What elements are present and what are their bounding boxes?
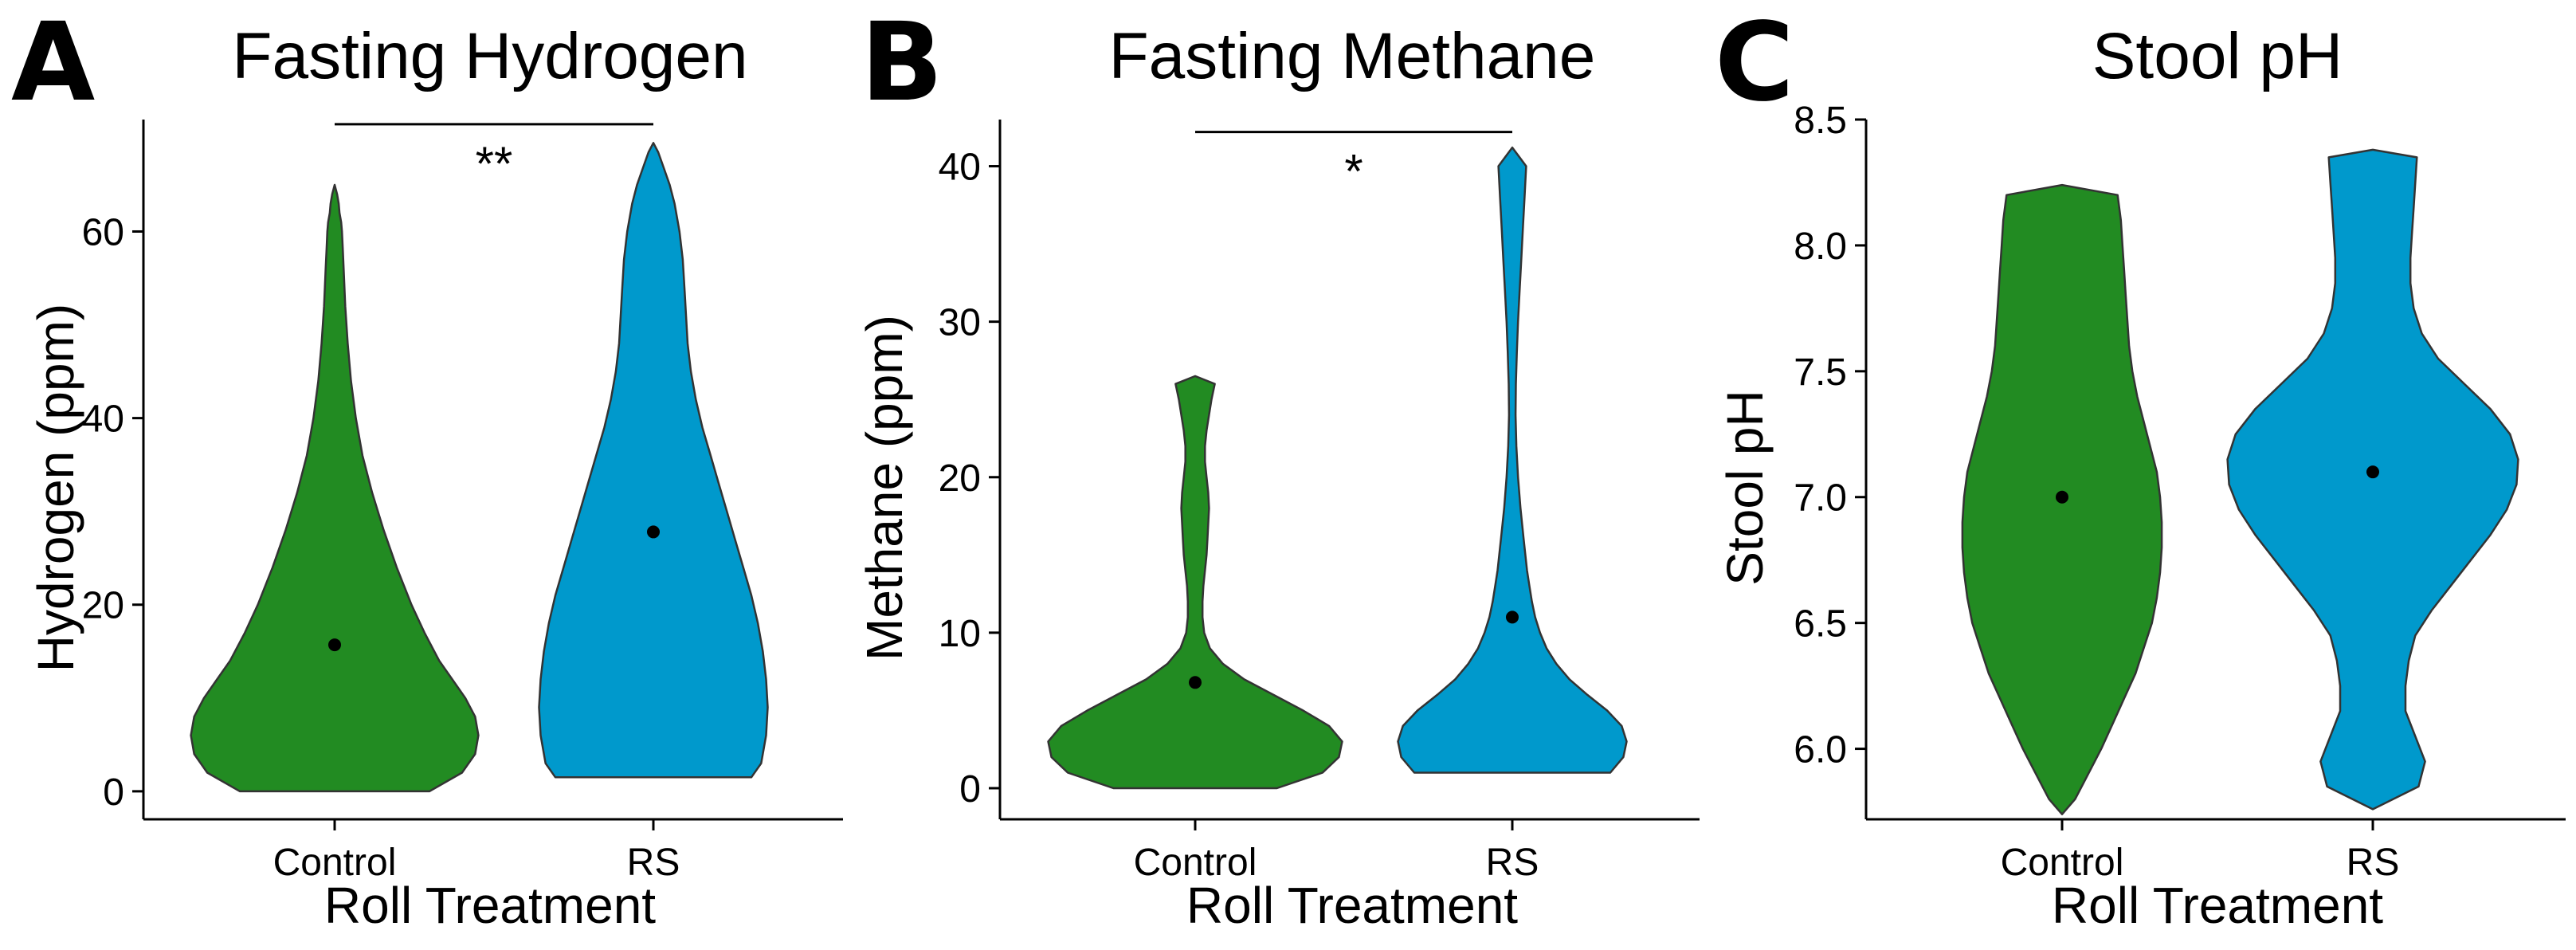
y-axis-label: Hydrogen (ppm) [27, 304, 84, 672]
y-tick-label: 8.0 [1794, 226, 1847, 268]
violin-rs [1397, 146, 1628, 774]
y-tick-label: 10 [939, 613, 981, 655]
y-tick-label: 6.0 [1794, 729, 1847, 771]
panel-fasting-methane: B Fasting Methane Methane (ppm) Roll Tre… [856, 0, 1700, 934]
x-tick-label: Control [1134, 842, 1257, 884]
mean-point-control [328, 638, 341, 652]
panel-stool-ph: C Stool pH Stool pH Roll Treatment 6.06.… [1715, 0, 2566, 934]
violin-rs [538, 142, 769, 779]
x-tick-label: Control [2001, 842, 2124, 884]
y-axis-label: Stool pH [1716, 390, 1774, 585]
violins [190, 142, 769, 793]
violins [1961, 148, 2519, 815]
mean-point-rs [1506, 610, 1519, 624]
panel-fasting-hydrogen: A Fasting Hydrogen Hydrogen (ppm) Roll T… [11, 0, 843, 934]
x-axis-label: Roll Treatment [324, 877, 656, 934]
mean-point-rs [2366, 465, 2379, 479]
chart-title: Fasting Methane [1109, 20, 1596, 92]
y-tick-label: 60 [82, 211, 124, 253]
violin-control [190, 183, 480, 793]
x-tick-label: Control [273, 842, 397, 884]
significance-stars: * [1344, 145, 1362, 198]
chart-title: Fasting Hydrogen [232, 20, 747, 92]
y-tick-label: 0 [103, 771, 124, 814]
x-axis-label: Roll Treatment [2052, 877, 2383, 934]
y-tick-label: 7.5 [1794, 351, 1847, 394]
x-tick-label: RS [1486, 842, 1539, 884]
x-ticks: Control RS [273, 819, 680, 884]
x-tick-label: RS [627, 842, 680, 884]
mean-point-rs [647, 525, 660, 539]
y-tick-label: 0 [959, 768, 981, 811]
mean-point-control [1189, 676, 1202, 689]
x-tick-label: RS [2347, 842, 2400, 884]
y-tick-label: 40 [939, 147, 981, 189]
significance-stars: ** [476, 137, 513, 190]
y-tick-label: 6.5 [1794, 603, 1847, 646]
significance-annotation: * [1195, 131, 1512, 198]
y-tick-label: 40 [82, 398, 124, 441]
y-ticks: 0 10 20 30 40 [939, 147, 1000, 811]
y-ticks: 0 20 40 60 [82, 211, 143, 814]
y-tick-label: 7.0 [1794, 477, 1847, 520]
y-tick-label: 20 [939, 457, 981, 500]
panel-label-a: A [11, 0, 95, 126]
x-ticks: Control RS [2001, 819, 2400, 884]
panel-label-c: C [1715, 0, 1794, 126]
violin-rs [2226, 148, 2519, 811]
mean-point-control [2056, 490, 2068, 504]
violin-control [1047, 375, 1343, 790]
chart-title: Stool pH [2092, 20, 2343, 92]
y-tick-label: 20 [82, 585, 124, 627]
y-tick-label: 8.5 [1794, 100, 1847, 142]
y-tick-label: 30 [939, 302, 981, 344]
x-axis-label: Roll Treatment [1186, 877, 1518, 934]
panel-label-b: B [861, 0, 943, 126]
significance-annotation: ** [335, 123, 653, 190]
violins [1047, 146, 1628, 790]
y-axis-label: Methane (ppm) [856, 315, 913, 661]
x-ticks: Control RS [1134, 819, 1539, 884]
y-ticks: 6.0 6.5 7.0 7.5 8.0 8.5 [1794, 100, 1866, 771]
